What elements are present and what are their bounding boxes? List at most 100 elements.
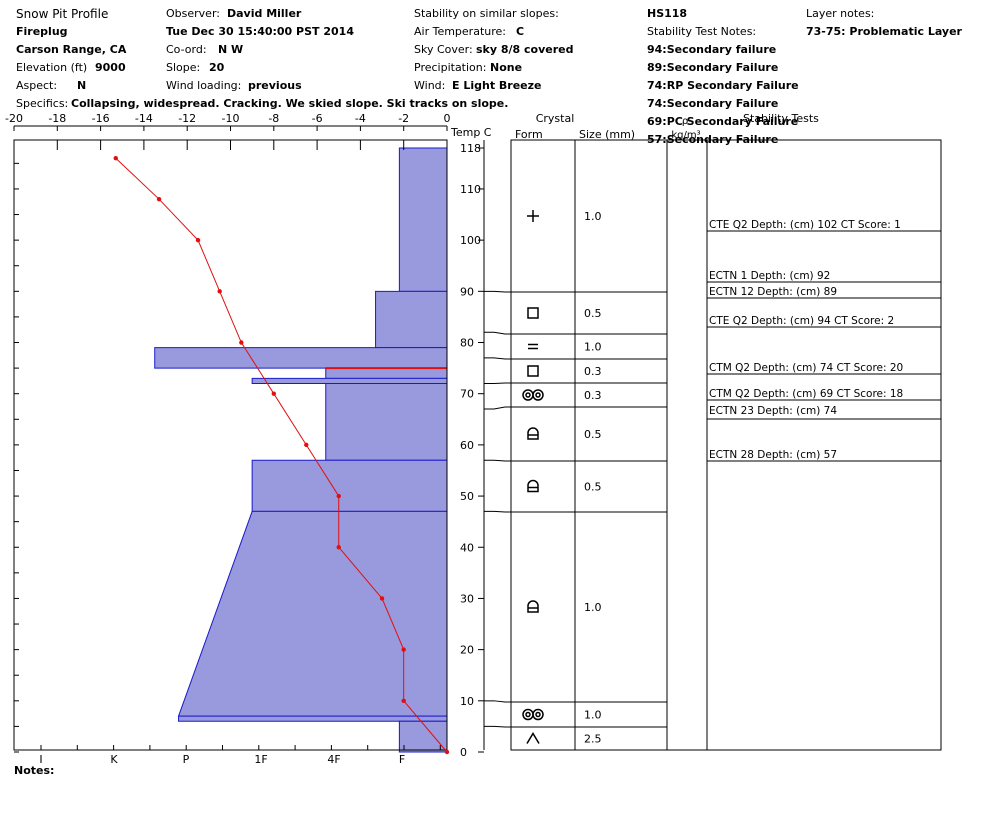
caret: [526, 732, 540, 744]
hardness-layer: [375, 290, 448, 349]
temperature-point: [271, 391, 276, 396]
specifics-value: Collapsing, widespread. Cracking. We ski…: [71, 97, 509, 110]
layer-connector: [484, 459, 511, 462]
layer-notes-label: Layer notes:: [806, 7, 875, 20]
layer-connector: [484, 510, 511, 513]
height-tick-label: 50: [460, 490, 474, 503]
layer-connector: [484, 725, 511, 728]
temp-tick-label: -20: [5, 112, 23, 125]
dot-1: [525, 711, 531, 718]
crystal-size: 1.0: [584, 210, 602, 223]
crystal-size: 0.3: [584, 389, 602, 402]
air-temp-value: C: [516, 25, 525, 38]
crystal-size: 0.5: [584, 428, 602, 441]
stability-note: 69:PC Secondary Failure: [647, 115, 799, 128]
temp-tick-label: -16: [92, 112, 110, 125]
temp-tick-label: -18: [48, 112, 66, 125]
height-tick-label: 10: [460, 695, 474, 708]
temp-tick-label: -10: [222, 112, 240, 125]
height-tick-label: 118: [460, 142, 481, 155]
slope-value: 20: [209, 61, 225, 74]
hardness-layer: [177, 510, 448, 717]
stability-frame: [706, 139, 942, 751]
temp-axis-label: Temp C: [450, 126, 492, 139]
ring-2: [532, 389, 544, 401]
wind-label: Wind:: [414, 79, 446, 92]
temperature-point: [195, 237, 201, 243]
precipitation-label: Precipitation:: [414, 61, 487, 74]
elevation-value: 9000: [95, 61, 126, 74]
height-tick-label: 20: [460, 644, 474, 657]
precip-icon: [527, 210, 539, 222]
stability-note: 74:Secondary Failure: [647, 97, 779, 110]
stability-note: 94:Secondary failure: [647, 43, 777, 56]
coord-label: Co-ord:: [166, 43, 207, 56]
stability-test-label: ECTN 12 Depth: (cm) 89: [709, 286, 837, 298]
layer-connector: [484, 290, 511, 293]
temp-tick-label: -12: [178, 112, 196, 125]
temp-tick-label: 0: [444, 112, 451, 125]
layer-connector: [484, 700, 511, 703]
temperature-point: [336, 493, 341, 499]
layer-connector: [484, 406, 511, 410]
observer-label: Observer:: [166, 7, 220, 20]
stability-note: 89:Secondary Failure: [647, 61, 779, 74]
stability-test-label: CTM Q2 Depth: (cm) 69 CT Score: 18: [709, 388, 903, 400]
crystal-size: 0.3: [584, 365, 602, 378]
observer-value: David Miller: [227, 7, 302, 20]
layer-notes-value: 73-75: Problematic Layer: [806, 25, 962, 38]
temp-tick-label: -14: [135, 112, 153, 125]
ring-1: [522, 389, 534, 401]
dot-1: [525, 392, 531, 398]
hardness-tick-label: I: [39, 753, 42, 766]
stability-test-label: ECTN 28 Depth: (cm) 57: [709, 449, 837, 461]
stability-notes-label: Stability Test Notes:: [647, 25, 757, 38]
height-tick-label: 90: [460, 285, 474, 298]
ring-1: [522, 708, 534, 721]
stability-test-label: CTM Q2 Depth: (cm) 74 CT Score: 20: [709, 362, 903, 374]
hardness-layer: [325, 367, 448, 379]
stability-test-label: CTE Q2 Depth: (cm) 102 CT Score: 1: [709, 219, 901, 231]
form-header: Form: [515, 128, 543, 141]
height-tick-label: 100: [460, 234, 481, 247]
size-header: Size (mm): [579, 128, 635, 141]
slope-label: Slope:: [166, 61, 201, 74]
faceted-icon: [527, 307, 539, 319]
crystal-size: 0.5: [584, 307, 602, 320]
temperature-point: [401, 698, 406, 704]
hardness-tick-label: 4F: [327, 753, 340, 766]
faceted-icon: [527, 365, 539, 377]
temperature-point: [113, 156, 118, 161]
sky-cover-label: Sky Cover:: [414, 43, 473, 56]
density-header: kg/m³: [671, 130, 700, 141]
surface-hoar-icon: [528, 343, 538, 350]
crystal-size: 0.5: [584, 481, 602, 494]
temp-tick-label: -2: [398, 112, 409, 125]
height-tick-label: 70: [460, 388, 474, 401]
snow-height: HS118: [647, 7, 688, 20]
air-temp-label: Air Temperature:: [414, 25, 506, 38]
crystal-size: 1.0: [584, 341, 602, 354]
hardness-layer: [398, 147, 448, 292]
hardness-tick-label: P: [183, 753, 190, 766]
layer-connector: [484, 357, 511, 360]
temperature-point: [379, 596, 385, 601]
hardness-tick-label: 1F: [254, 753, 267, 766]
dot-2: [535, 711, 541, 718]
dome: [527, 427, 539, 440]
stability-test-label: ECTN 23 Depth: (cm) 74: [709, 405, 837, 417]
layer-connector: [484, 331, 511, 335]
height-tick-label: 80: [460, 337, 474, 350]
ring-2: [532, 708, 544, 721]
height-tick-label: 30: [460, 592, 474, 605]
temp-tick-label: -6: [312, 112, 323, 125]
depth-hoar-rounding-icon: [527, 600, 539, 613]
wind-loading-label: Wind loading:: [166, 79, 242, 92]
sky-cover-value: sky 8/8 covered: [476, 43, 574, 56]
precipitation-value: None: [490, 61, 523, 74]
hardness-layer: [178, 715, 448, 722]
height-tick-label: 60: [460, 439, 474, 452]
wind-value: E Light Breeze: [452, 79, 542, 92]
hardness-layer: [251, 459, 448, 512]
